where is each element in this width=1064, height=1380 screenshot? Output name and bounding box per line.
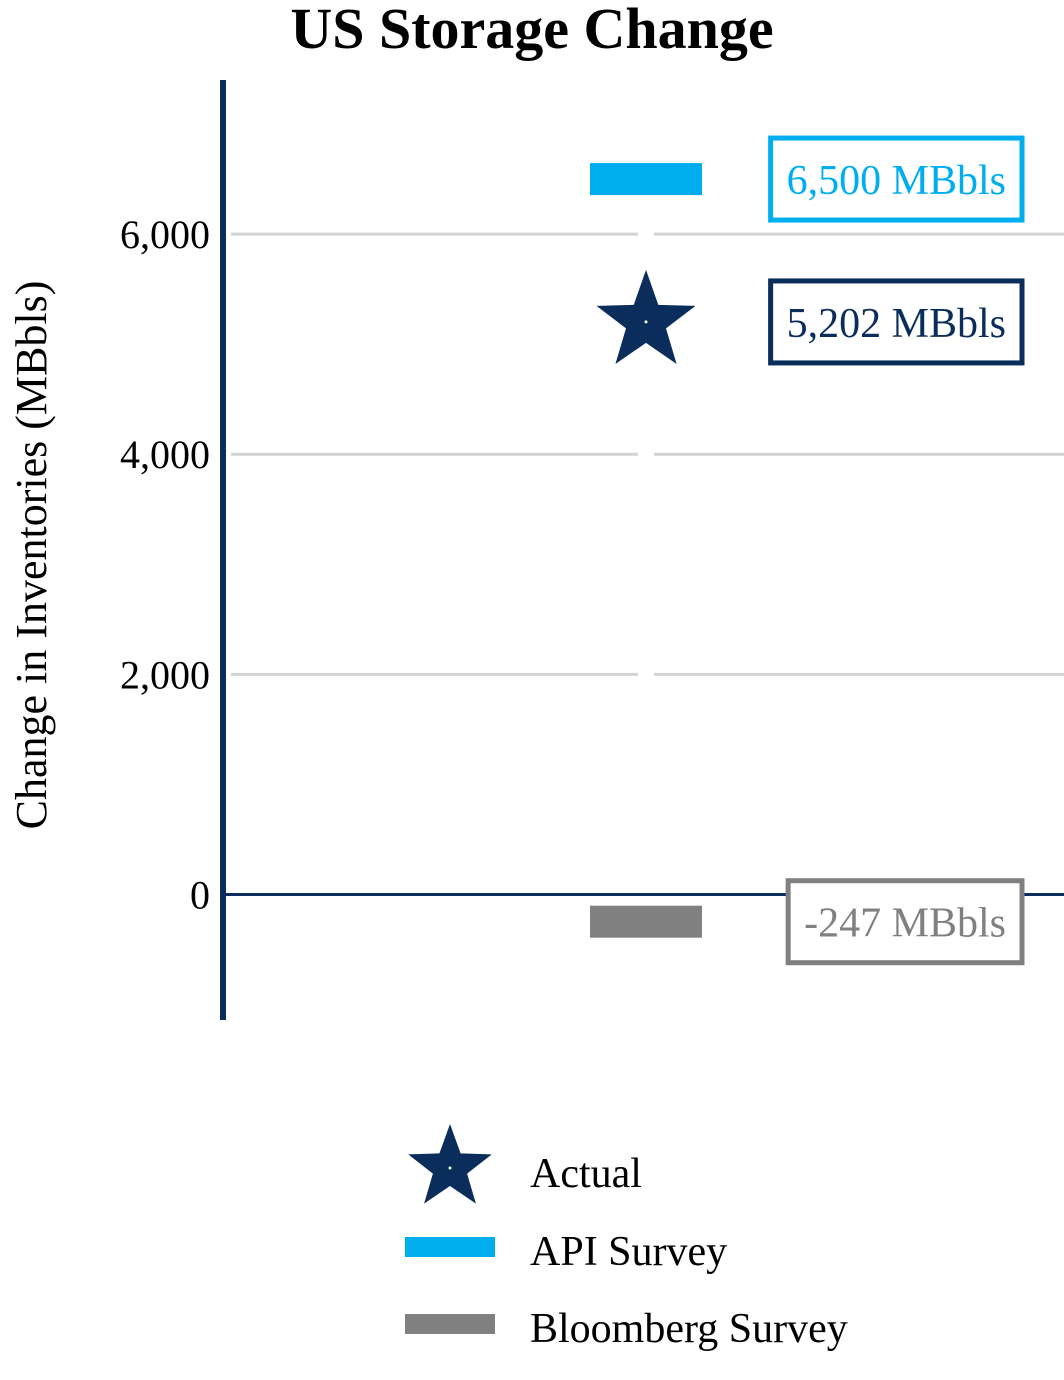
api-survey-callout: 6,500 MBbls: [768, 135, 1025, 223]
data-marks: [590, 163, 702, 938]
legend-item-bloomberg-survey: Bloomberg Survey: [405, 1306, 848, 1352]
y-tick-label: 0: [190, 873, 210, 918]
y-tick-labels: 0 2,000 4,000 6,000: [120, 212, 210, 917]
y-axis-label: Change in Inventories (MBbls): [7, 281, 56, 830]
legend-swatch-bloomberg-survey: [405, 1314, 495, 1334]
y-tick-label: 4,000: [120, 432, 210, 477]
legend-star-center: [448, 1166, 452, 1170]
api-survey-callout-box: [768, 135, 1025, 223]
legend-swatch-api-survey: [405, 1237, 495, 1257]
legend-item-actual: Actual: [408, 1124, 642, 1204]
legend: Actual API Survey Bloomberg Survey: [405, 1124, 848, 1352]
y-tick-label: 2,000: [120, 652, 210, 697]
actual-callout: 5,202 MBbls: [768, 278, 1025, 366]
legend-label: Actual: [530, 1151, 642, 1197]
legend-label: API Survey: [530, 1229, 727, 1275]
bloomberg-survey-callout-box: [785, 878, 1025, 966]
actual-star-marker: [596, 269, 696, 364]
chart-title: US Storage Change: [290, 0, 773, 61]
bloomberg-survey-callout-text: -247 MBbls: [804, 901, 1006, 947]
legend-label: Bloomberg Survey: [530, 1306, 848, 1352]
bloomberg-survey-callout: -247 MBbls: [785, 878, 1025, 966]
actual-callout-box: [768, 278, 1025, 366]
grid-lines: [231, 232, 1064, 676]
api-survey-bar-marker: [590, 163, 702, 196]
api-survey-callout-text: 6,500 MBbls: [787, 158, 1006, 204]
actual-callout-text: 5,202 MBbls: [787, 301, 1006, 347]
y-tick-label: 6,000: [120, 212, 210, 257]
bloomberg-survey-bar-marker: [590, 905, 702, 938]
actual-star-center: [644, 320, 648, 324]
legend-star-icon: [408, 1124, 492, 1204]
value-callouts: 5,202 MBbls 6,500 MBbls -247 MBbls: [768, 135, 1025, 966]
legend-item-api-survey: API Survey: [405, 1229, 727, 1275]
